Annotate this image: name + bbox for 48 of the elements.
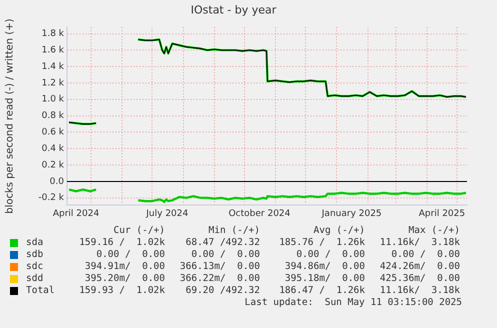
- x-tick-label: January 2025: [320, 208, 382, 219]
- text: 425.36m/ 0.00: [378, 273, 460, 285]
- text: 366.13m/ 0.00: [178, 261, 260, 273]
- legend-label: Total: [26, 285, 56, 297]
- y-tick-label: 0.8 k: [42, 111, 65, 122]
- text: 395.18m/ 0.00: [284, 273, 365, 285]
- text: 11.16k/ 3.18k: [378, 285, 460, 297]
- y-tick-label: 0.6 k: [42, 128, 65, 138]
- text: 68.47 /492.32: [184, 237, 260, 249]
- text: Avg (-/+): [312, 225, 365, 237]
- text: 0.00 / 0.00: [295, 249, 365, 261]
- y-tick-label: 1.8 k: [42, 29, 65, 40]
- y-tick-label: 1.2 k: [42, 78, 65, 88]
- text: 394.91m/ 0.00: [84, 261, 165, 273]
- text: 395.20m/ 0.00: [84, 273, 165, 285]
- text: 424.26m/ 0.00: [378, 261, 460, 273]
- y-tick-label: 1.4 k: [42, 62, 65, 72]
- y-tick-label: 1.0 k: [42, 94, 65, 105]
- text: 0.00 / 0.00: [190, 249, 260, 261]
- y-tick-label: 0.4 k: [42, 144, 65, 154]
- y-axis-title: blocks per second read (-) / written (+): [4, 18, 16, 214]
- x-tick-label: April 2025: [418, 208, 466, 219]
- text: Min (-/+): [208, 225, 260, 237]
- y-tick-label: 1.6 k: [42, 46, 65, 56]
- chart-title: IOstat - by year: [190, 3, 277, 16]
- legend-label: sdd: [26, 273, 44, 285]
- text: 185.76 / 1.26k: [278, 237, 365, 249]
- y-tick-label: -0.2 k: [38, 193, 65, 204]
- x-tick-label: October 2024: [228, 208, 291, 219]
- legend-label: sdb: [26, 249, 44, 261]
- legend-label: sda: [26, 237, 44, 249]
- text: 69.20 /492.32: [184, 285, 260, 297]
- text: Cur (-/+): [112, 225, 165, 237]
- text: 394.86m/ 0.00: [284, 261, 365, 273]
- x-tick-label: July 2024: [145, 208, 188, 219]
- text: 159.16 / 1.02k: [78, 237, 165, 249]
- legend-label: sdc: [26, 261, 44, 273]
- text: Last update: Sun May 11 03:15:00 2025: [244, 297, 462, 309]
- text: 186.47 / 1.26k: [278, 285, 365, 297]
- x-tick-label: April 2024: [52, 208, 100, 219]
- text: Max (-/+): [408, 225, 460, 237]
- text: 366.22m/ 0.00: [178, 273, 260, 285]
- y-tick-label: 0.0: [50, 176, 64, 187]
- text: 0.00 / 0.00: [95, 249, 165, 261]
- text: 0.00 / 0.00: [390, 249, 460, 261]
- y-tick-label: 0.2 k: [42, 160, 65, 170]
- text: 159.93 / 1.02k: [78, 285, 165, 297]
- text: 11.16k/ 3.18k: [378, 237, 460, 249]
